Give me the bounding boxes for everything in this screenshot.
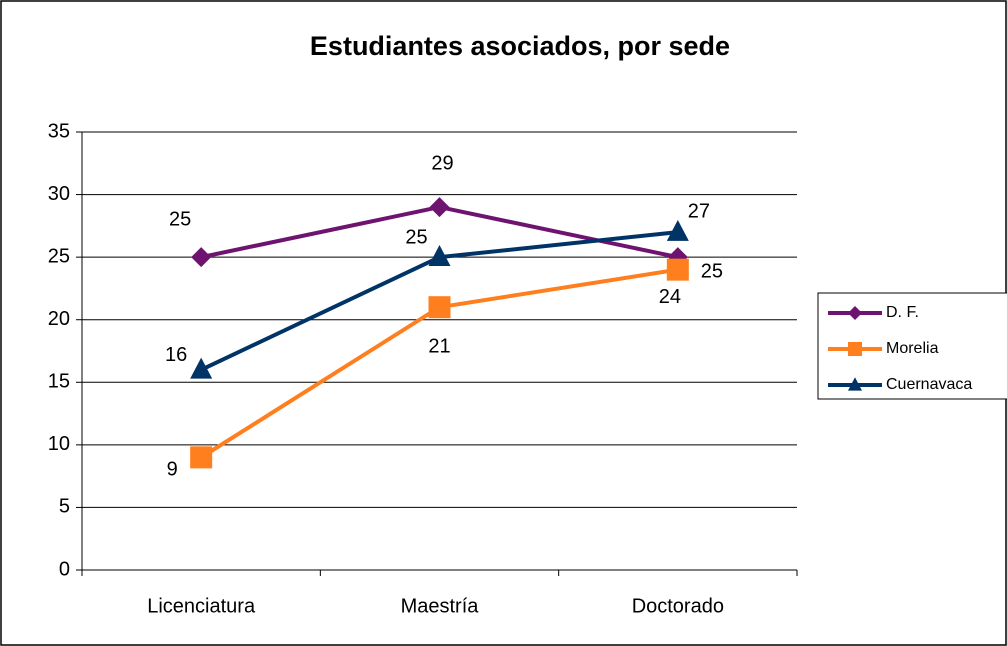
x-tick-label: Doctorado — [632, 595, 724, 617]
data-label: 16 — [165, 344, 187, 366]
y-tick-label: 15 — [48, 371, 70, 393]
marker — [666, 220, 689, 241]
y-tick-label: 30 — [48, 183, 70, 205]
chart-title: Estudiantes asociados, por sede — [310, 31, 730, 61]
legend-text: Cuernavaca — [886, 376, 972, 393]
data-label: 21 — [428, 335, 450, 357]
marker — [428, 296, 451, 319]
x-tick-label: Maestría — [401, 595, 480, 617]
data-label: 29 — [431, 152, 453, 174]
marker — [429, 197, 450, 218]
data-label: 25 — [169, 208, 191, 230]
data-label: 25 — [701, 260, 723, 282]
legend-text: Morelia — [886, 340, 939, 357]
y-tick-label: 10 — [48, 433, 70, 455]
data-label: 24 — [659, 286, 681, 308]
y-tick-label: 0 — [59, 558, 70, 580]
legend-text: D. F. — [886, 304, 919, 321]
marker — [848, 377, 862, 391]
y-tick-label: 25 — [48, 245, 70, 267]
marker — [428, 245, 451, 266]
data-label: 25 — [405, 226, 427, 248]
marker — [190, 446, 213, 469]
x-tick-label: Licenciatura — [147, 595, 256, 617]
marker — [848, 306, 862, 320]
data-label: 9 — [167, 459, 178, 481]
y-tick-label: 5 — [59, 496, 70, 518]
marker — [190, 357, 213, 379]
data-label: 27 — [688, 200, 710, 222]
marker — [848, 342, 862, 356]
marker — [191, 247, 212, 268]
y-tick-label: 20 — [48, 308, 70, 330]
marker — [666, 258, 689, 281]
y-tick-label: 35 — [48, 120, 70, 142]
